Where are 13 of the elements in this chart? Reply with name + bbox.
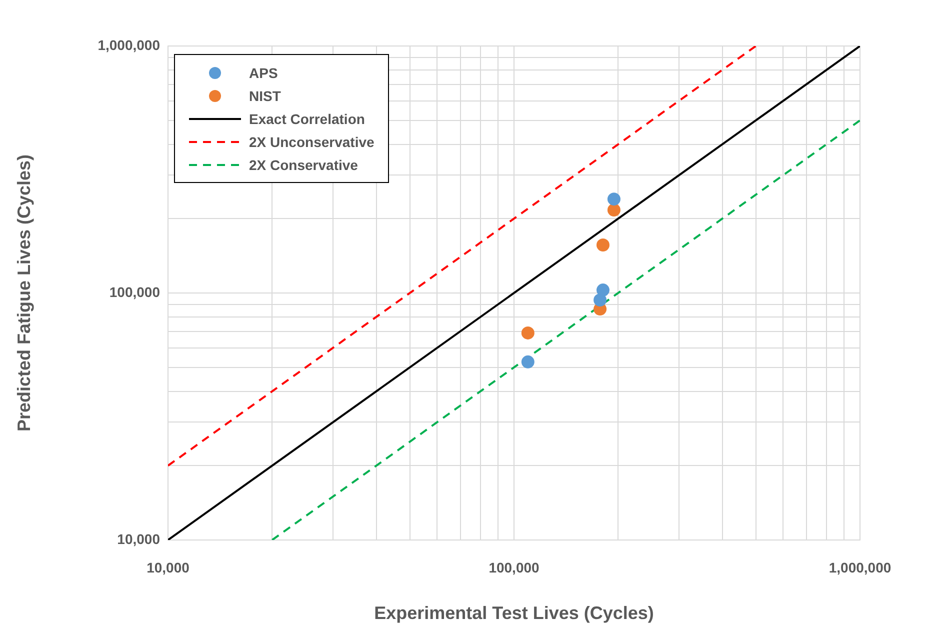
x-tick-label: 100,000: [488, 559, 540, 576]
y-tick-label: 100,000: [109, 284, 160, 300]
x-tick-label: 10,000: [146, 559, 190, 576]
x-axis-title: Experimental Test Lives (Cycles): [374, 603, 654, 624]
y-axis-title: Predicted Fatigue Lives (Cycles): [14, 154, 34, 432]
y-tick-label: 10,000: [117, 530, 160, 547]
legend-label: APS: [249, 64, 278, 80]
legend-label: 2X Unconservative: [249, 134, 374, 150]
x-tick-label: 1,000,000: [828, 559, 892, 576]
legend-label: Exact Correlation: [249, 110, 365, 126]
legend-label: NIST: [249, 88, 281, 104]
y-tick-label: 1,000,000: [98, 36, 160, 53]
legend-label: 2X Conservative: [249, 156, 358, 172]
